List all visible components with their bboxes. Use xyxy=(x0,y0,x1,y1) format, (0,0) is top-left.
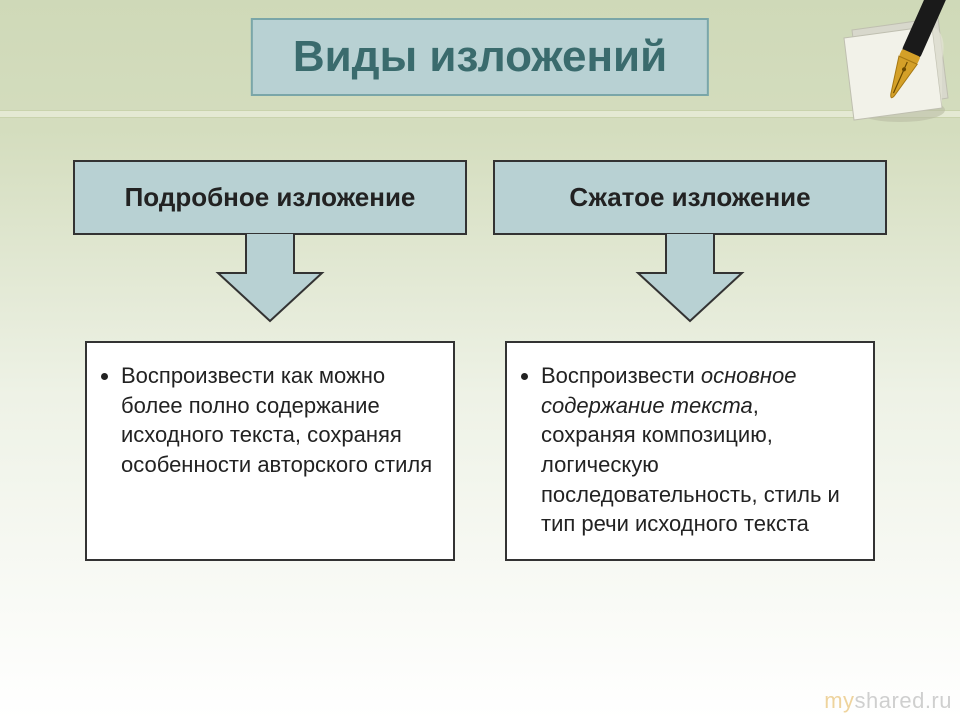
right-desc-box: Воспроизвести основное содержание текста… xyxy=(505,341,875,561)
down-arrow-right xyxy=(630,233,750,323)
watermark: myshared.ru xyxy=(824,688,952,714)
top-stripe xyxy=(0,110,960,118)
slide: Виды изложений Подробное излож xyxy=(0,0,960,720)
right-bullet-pre: Воспроизвести xyxy=(541,363,701,388)
right-bullet: Воспроизвести основное содержание текста… xyxy=(541,361,857,539)
fountain-pen-icon xyxy=(820,0,960,140)
right-column: Сжатое изложение Воспроизвести основное … xyxy=(495,160,885,561)
watermark-my: my xyxy=(824,688,854,713)
left-header-box: Подробное изложение xyxy=(73,160,467,235)
left-desc-box: Воспроизвести как можно более полно соде… xyxy=(85,341,455,561)
right-header-box: Сжатое изложение xyxy=(493,160,887,235)
down-arrow-left xyxy=(210,233,330,323)
columns: Подробное изложение Воспроизвести как мо… xyxy=(0,160,960,561)
left-bullet: Воспроизвести как можно более полно соде… xyxy=(121,361,437,480)
slide-title: Виды изложений xyxy=(251,18,709,96)
left-column: Подробное изложение Воспроизвести как мо… xyxy=(75,160,465,561)
watermark-shared: shared.ru xyxy=(855,688,952,713)
